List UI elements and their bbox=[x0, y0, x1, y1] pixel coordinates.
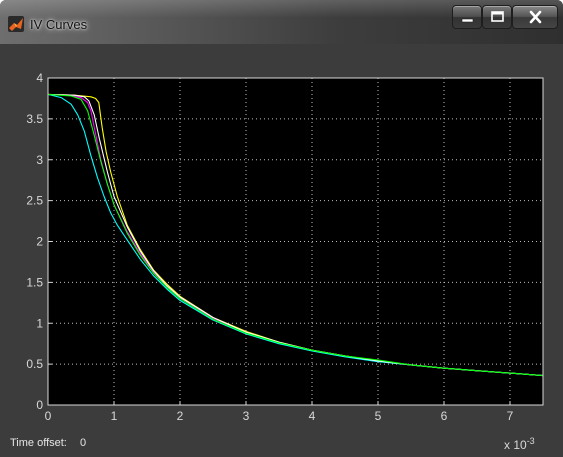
x-tick-label: 3 bbox=[243, 409, 250, 423]
x-tick-label: 5 bbox=[375, 409, 382, 423]
y-tick-label: 4 bbox=[36, 71, 43, 85]
maximize-icon bbox=[491, 11, 504, 22]
y-tick-label: 0.5 bbox=[26, 357, 43, 371]
x-tick-label: 6 bbox=[441, 409, 448, 423]
window-title: IV Curves bbox=[30, 17, 88, 32]
title-bar-sheen bbox=[0, 0, 563, 18]
tick-layer: 0 1 2 3 4 5 6 7 0 0.5 1 1.5 2 2.5 3 3.5 4 bbox=[26, 71, 513, 423]
x-tick-label: 1 bbox=[111, 409, 118, 423]
maximize-button[interactable] bbox=[482, 5, 512, 29]
close-icon bbox=[529, 10, 542, 24]
y-tick-label: 2.5 bbox=[26, 194, 43, 208]
minimize-icon bbox=[461, 18, 474, 23]
x-multiplier-base: x 10 bbox=[504, 438, 527, 452]
series-line-5 bbox=[47, 93, 544, 377]
minimize-button[interactable] bbox=[452, 5, 482, 29]
x-tick-label: 0 bbox=[45, 409, 52, 423]
time-offset-label: Time offset: bbox=[10, 437, 67, 449]
x-multiplier-exponent: -3 bbox=[526, 436, 535, 446]
iv-curves-chart[interactable]: 0 1 2 3 4 5 6 7 0 0.5 1 1.5 2 2.5 3 3.5 4 bbox=[6, 44, 557, 453]
y-tick-label: 1 bbox=[36, 316, 43, 330]
y-tick-label: 3 bbox=[36, 153, 43, 167]
time-offset-value: 0 bbox=[80, 437, 87, 449]
x-tick-label: 7 bbox=[507, 409, 514, 423]
plot-client-area: 0 1 2 3 4 5 6 7 0 0.5 1 1.5 2 2.5 3 3.5 4 Time offset: 0… bbox=[6, 44, 557, 453]
y-tick-label: 1.5 bbox=[26, 275, 43, 289]
x-tick-label: 2 bbox=[177, 409, 184, 423]
matlab-icon[interactable] bbox=[8, 16, 24, 32]
x-axis-multiplier: x 10-3 bbox=[504, 436, 535, 452]
title-bar[interactable]: IV Curves bbox=[0, 0, 563, 44]
y-tick-label: 3.5 bbox=[26, 112, 43, 126]
close-button[interactable] bbox=[512, 5, 558, 29]
y-tick-label: 2 bbox=[36, 235, 43, 249]
y-tick-label: 0 bbox=[36, 398, 43, 412]
series-layer bbox=[47, 93, 544, 377]
x-tick-label: 4 bbox=[309, 409, 316, 423]
